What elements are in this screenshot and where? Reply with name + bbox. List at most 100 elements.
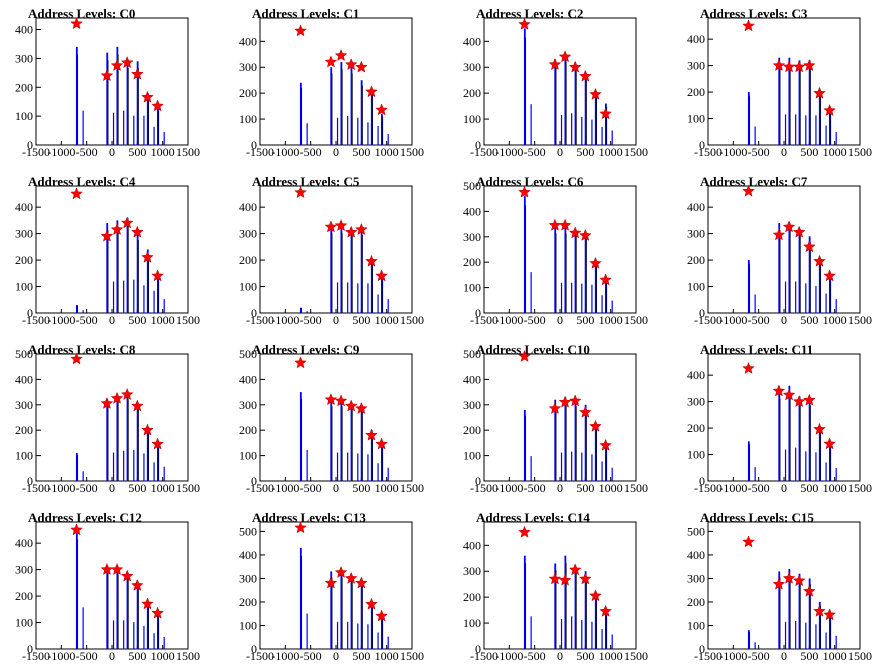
histogram-bar — [347, 115, 349, 145]
chart-title: Address Levels: C9 — [252, 342, 360, 357]
histogram-bar — [818, 601, 821, 649]
histogram-bar — [75, 46, 78, 146]
y-tick-label: 100 — [15, 616, 33, 630]
y-tick-label: 300 — [15, 563, 33, 577]
peak-star-marker — [558, 573, 572, 586]
y-tick-label: 100 — [687, 448, 705, 462]
histogram-bar — [601, 126, 603, 145]
peak-star-marker — [813, 422, 826, 435]
histogram-bar — [795, 621, 797, 649]
histogram-bar — [106, 52, 109, 145]
peak-star-marker — [813, 604, 826, 617]
chart-svg: 0 100 200 300 400 500 -1500-1000 -500 0 500 1000 15… — [463, 347, 648, 495]
histogram-bar — [835, 132, 837, 145]
peak-star-marker — [100, 69, 114, 82]
chart-panel: Address Levels: C15 0 100 200 300 400 500 -1500… — [672, 504, 896, 672]
peak-star-marker — [110, 58, 124, 72]
histogram-bar — [157, 273, 159, 313]
x-tick-label: -1000 — [719, 145, 747, 159]
chart-panel: Address Levels: C9 0 100 200 300 400 500 -1500-… — [224, 336, 448, 504]
histogram-bar — [808, 236, 811, 313]
histogram-bar — [815, 624, 817, 649]
histogram-bar — [818, 257, 821, 313]
histogram-bar — [112, 281, 115, 313]
peak-star-marker — [70, 17, 83, 30]
peak-star-marker — [782, 220, 796, 233]
histogram-bar — [157, 614, 159, 649]
x-tick-label: 1500 — [848, 481, 872, 495]
y-tick-label: 400 — [463, 204, 481, 218]
x-tick-label: 1000 — [375, 649, 399, 663]
histogram-bar — [330, 571, 333, 649]
peak-star-marker — [324, 576, 338, 589]
x-tick-label: -1500 — [470, 649, 498, 663]
x-tick-label: 0 — [781, 481, 787, 495]
x-tick-label: 0 — [109, 649, 115, 663]
histogram-bar — [163, 466, 165, 481]
histogram-bar — [825, 125, 827, 145]
histogram-bar — [347, 282, 349, 313]
y-tick-label: 100 — [463, 112, 481, 126]
x-tick-label: 1500 — [176, 145, 200, 159]
peak-star-marker — [772, 577, 786, 590]
histogram-bar — [784, 621, 787, 649]
plot-frame — [707, 17, 861, 146]
peak-star-marker — [110, 222, 124, 236]
histogram-bar — [591, 284, 593, 313]
histogram-bar — [594, 425, 597, 481]
peak-star-marker — [294, 521, 307, 534]
y-tick-label: 100 — [463, 281, 481, 295]
chart-svg: 0 100 200 300 400 500 -1500-1000 -500 0 500 1000 15… — [687, 521, 872, 663]
x-tick-label: 1000 — [151, 481, 175, 495]
y-tick-label: 500 — [15, 347, 33, 361]
histogram-bar — [116, 220, 119, 313]
y-tick-label: 200 — [15, 423, 33, 437]
peak-star-marker — [742, 19, 755, 32]
peak-star-marker — [120, 387, 134, 401]
y-tick-label: 200 — [15, 80, 33, 94]
x-tick-label: 0 — [333, 145, 339, 159]
histogram-bar — [106, 566, 109, 649]
x-tick-label: -1500 — [470, 481, 498, 495]
chart-title: Address Levels: C3 — [700, 6, 808, 21]
histogram-bar — [554, 399, 557, 481]
x-tick-label: -1000 — [47, 313, 75, 327]
histogram-bar — [818, 89, 821, 145]
histogram-bar — [778, 223, 781, 313]
histogram-bar — [825, 462, 827, 481]
histogram-bar — [367, 122, 369, 145]
histogram-bar — [387, 134, 389, 145]
peak-star-marker — [792, 225, 806, 238]
histogram-bar — [835, 299, 837, 313]
x-tick-label: -1000 — [47, 145, 75, 159]
x-tick-label: -500 — [524, 145, 546, 159]
histogram-bar — [330, 399, 333, 481]
x-tick-label: -1000 — [495, 649, 523, 663]
histogram-bar — [350, 402, 353, 481]
peak-star-marker — [141, 90, 154, 103]
x-tick-label: 1500 — [624, 649, 648, 663]
peak-star-marker — [334, 219, 348, 232]
histogram-bar — [523, 555, 526, 649]
histogram-bar — [798, 228, 801, 313]
peak-star-marker — [772, 384, 786, 397]
peak-star-marker — [151, 437, 164, 450]
histogram-bar — [554, 226, 557, 313]
peak-star-marker — [324, 55, 338, 68]
y-tick-label: 400 — [15, 536, 33, 550]
histogram-bar — [784, 114, 787, 145]
histogram-bar — [360, 578, 363, 649]
peak-star-marker — [130, 225, 144, 238]
x-tick-label: 0 — [333, 481, 339, 495]
histogram-bar — [754, 126, 756, 145]
histogram-bar — [299, 82, 302, 145]
x-tick-label: 1000 — [599, 313, 623, 327]
histogram-bar — [808, 578, 811, 649]
y-tick-label: 400 — [239, 372, 257, 386]
x-tick-label: -1500 — [470, 145, 498, 159]
chart-panel: Address Levels: C6 0 100 200 300 400 500 -1500-… — [448, 168, 672, 336]
histogram-bar — [788, 385, 791, 481]
histogram-bar — [795, 447, 797, 481]
peak-star-marker — [548, 401, 562, 415]
x-tick-label: 1500 — [848, 145, 872, 159]
